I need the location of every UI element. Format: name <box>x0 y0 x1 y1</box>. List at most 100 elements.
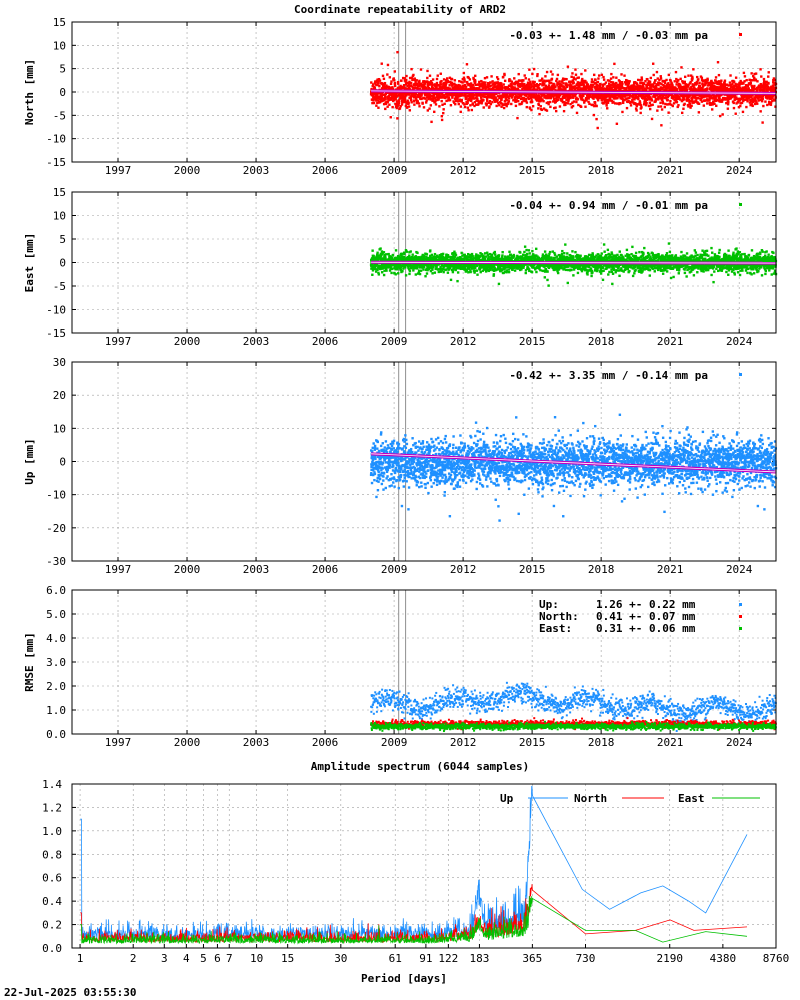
data-point <box>525 86 529 89</box>
data-point <box>544 95 547 99</box>
data-point <box>419 269 423 272</box>
data-point <box>535 99 539 102</box>
data-point <box>594 78 597 82</box>
data-point <box>460 100 463 103</box>
data-point <box>413 94 417 98</box>
data-point <box>384 97 387 101</box>
data-point <box>610 99 613 103</box>
data-point <box>474 83 478 87</box>
data-point <box>649 107 652 111</box>
data-point <box>434 103 438 106</box>
data-point <box>534 85 538 88</box>
data-point <box>387 252 390 256</box>
data-point <box>644 104 648 107</box>
data-point <box>533 80 536 84</box>
data-point <box>424 275 427 278</box>
data-point <box>732 106 736 110</box>
data-point <box>621 82 624 86</box>
data-point <box>421 102 424 105</box>
legend-stat: -0.03 +- 1.48 mm / -0.03 mm pa <box>509 29 708 42</box>
data-point <box>404 274 408 277</box>
data-point <box>499 102 503 105</box>
data-point <box>759 110 762 113</box>
data-point <box>516 82 520 85</box>
data-point <box>625 83 628 86</box>
data-point <box>553 83 556 86</box>
x-tick-label: 2021 <box>657 164 684 177</box>
data-point <box>538 87 541 90</box>
data-point <box>408 80 411 84</box>
data-point <box>524 88 528 92</box>
data-point <box>453 82 456 85</box>
data-point <box>465 80 469 84</box>
data-point <box>494 96 497 99</box>
data-point <box>412 96 416 99</box>
data-point <box>400 252 404 255</box>
data-point <box>389 116 392 119</box>
data-point <box>557 87 560 91</box>
data-point <box>394 102 397 106</box>
data-point <box>416 251 419 255</box>
x-tick-label: 1997 <box>105 335 132 348</box>
data-point <box>456 97 459 100</box>
data-point <box>604 95 608 99</box>
data-point <box>466 106 470 109</box>
data-point <box>427 97 430 101</box>
data-point <box>404 100 407 104</box>
data-point <box>376 83 379 87</box>
data-point <box>476 83 480 86</box>
data-point <box>568 85 571 88</box>
data-point <box>646 83 650 87</box>
data-point <box>573 85 577 88</box>
data-point <box>460 87 464 91</box>
data-point <box>654 85 658 88</box>
data-point <box>767 75 770 78</box>
data-point <box>593 101 597 104</box>
data-point <box>554 86 557 89</box>
data-point <box>650 83 653 86</box>
data-point <box>732 101 735 105</box>
y-tick-label: 10 <box>53 39 66 52</box>
data-point <box>409 250 412 253</box>
data-point <box>574 68 577 71</box>
data-point <box>586 89 590 92</box>
data-point <box>402 84 406 87</box>
data-point <box>621 110 624 114</box>
data-point <box>565 78 568 81</box>
data-point <box>702 104 706 107</box>
data-point <box>764 100 767 103</box>
data-point <box>598 84 602 88</box>
data-point <box>515 81 518 85</box>
data-point <box>448 87 452 90</box>
data-point <box>683 75 687 79</box>
data-point <box>649 104 653 107</box>
data-point <box>403 252 406 256</box>
data-point <box>564 95 567 98</box>
data-point <box>618 82 622 85</box>
data-point <box>449 104 453 107</box>
data-point <box>544 75 547 78</box>
data-point <box>641 87 644 91</box>
data-point <box>703 99 706 102</box>
data-point <box>595 117 598 121</box>
data-point <box>570 106 574 109</box>
data-point <box>613 82 616 85</box>
data-point <box>526 96 530 99</box>
data-point <box>691 77 694 80</box>
data-point <box>477 99 480 103</box>
data-point <box>499 87 503 90</box>
data-point <box>473 104 476 108</box>
data-point <box>457 87 460 90</box>
data-point <box>574 78 577 81</box>
data-point <box>453 93 456 97</box>
data-point <box>454 102 457 106</box>
data-point <box>438 96 442 99</box>
data-point <box>489 81 492 84</box>
data-point <box>400 99 404 102</box>
data-point <box>439 86 442 89</box>
y-tick-label: 5 <box>59 63 66 76</box>
data-point <box>602 87 606 90</box>
data-point <box>576 88 580 91</box>
data-point <box>409 91 412 95</box>
data-point <box>614 88 618 92</box>
